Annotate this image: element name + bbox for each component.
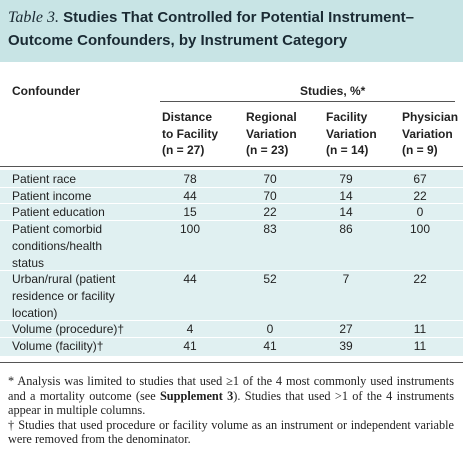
column-header: to Facility [162, 126, 219, 141]
row-label: Patient education [12, 205, 105, 220]
cell-value: 11 [413, 339, 427, 353]
row-separator [0, 186, 463, 188]
cell-value: 22 [413, 188, 427, 203]
row-label: Patient income [12, 188, 92, 203]
footnote-text: Supplement 3 [159, 388, 234, 403]
cell-value: 4 [186, 322, 194, 337]
footnote-text: * Analysis was limited to studies that u… [8, 374, 454, 403]
cell-value: 52 [263, 272, 277, 287]
column-header: (n = 14) [326, 143, 369, 157]
cell-value: 7 [342, 272, 350, 287]
header-rule [0, 166, 463, 167]
row-label: residence or facility [12, 288, 115, 303]
row-label: Volume (procedure)† [12, 322, 125, 337]
row-separator [0, 203, 463, 205]
footnote: † Studies that used procedure or facilit… [8, 418, 454, 447]
cell-value: 14 [339, 188, 353, 203]
title-line: Outcome Confounders, by Instrument Categ… [8, 32, 348, 49]
column-header: Distance [162, 110, 213, 124]
row-label: conditions/health [12, 238, 103, 253]
cell-value: 100 [179, 222, 201, 237]
column-header: Facility [326, 110, 368, 124]
title-band [0, 0, 463, 62]
row-label: Urban/rural (patient [12, 272, 116, 287]
cell-value: 70 [263, 188, 277, 203]
row-label: Volume (facility)† [12, 339, 104, 353]
row-label: Patient comorbid [12, 222, 103, 237]
cell-value: 41 [183, 339, 197, 353]
bottom-rule [0, 362, 463, 363]
table-body: Patient race 78 70 79 67 Patient income 44 70 14… [0, 170, 463, 356]
cell-value: 14 [339, 205, 353, 220]
row-header: Confounder [12, 84, 80, 98]
column-header: Variation [326, 126, 377, 141]
row-separator [0, 270, 463, 272]
table-label: Table 3. [8, 9, 59, 26]
cell-value: 70 [263, 172, 277, 186]
column-header: (n = 27) [162, 143, 205, 157]
column-header: Variation [402, 126, 453, 141]
cell-value: 22 [413, 272, 427, 287]
cell-value: 0 [266, 322, 274, 337]
cell-value: 41 [263, 339, 277, 353]
footnotes: * Analysis was limited to studies that u… [8, 374, 454, 447]
cell-value: 83 [263, 222, 277, 237]
row-label: status [12, 255, 45, 270]
column-header: (n = 23) [246, 143, 289, 157]
row-separator [0, 320, 463, 322]
footnote-text: ). Studies that used >1 of the 4 instrum… [8, 388, 454, 418]
title: Table 3. Studies That Controlled for Pot… [8, 6, 414, 52]
cell-value: 44 [183, 188, 197, 203]
cell-value: 100 [409, 222, 431, 237]
cell-value: 27 [339, 322, 353, 337]
cell-value: 22 [263, 205, 277, 220]
cell-value: 39 [339, 339, 353, 353]
cell-value: 0 [416, 205, 424, 220]
column-header: Regional [246, 110, 297, 124]
title-line: Studies That Controlled for Potential In… [63, 9, 415, 26]
row-separator [0, 220, 463, 222]
cell-value: 86 [339, 222, 353, 237]
cell-value: 15 [183, 205, 197, 220]
footnote-text: † Studies that used procedure or facilit… [8, 417, 454, 447]
cell-value: 11 [413, 322, 427, 337]
column-header: (n = 9) [402, 143, 438, 157]
cell-value: 79 [339, 172, 353, 186]
group-rule [160, 101, 455, 102]
footnote: * Analysis was limited to studies that u… [8, 374, 454, 418]
row-label: location) [12, 305, 58, 320]
column-header: Variation [246, 126, 297, 141]
column-header: Physician [402, 110, 459, 124]
cell-value: 78 [183, 172, 197, 186]
cell-value: 67 [413, 172, 427, 186]
row-label: Patient race [12, 172, 77, 186]
group-header: Studies, %* [300, 84, 366, 98]
row-separator [0, 337, 463, 338]
cell-value: 44 [183, 272, 197, 287]
